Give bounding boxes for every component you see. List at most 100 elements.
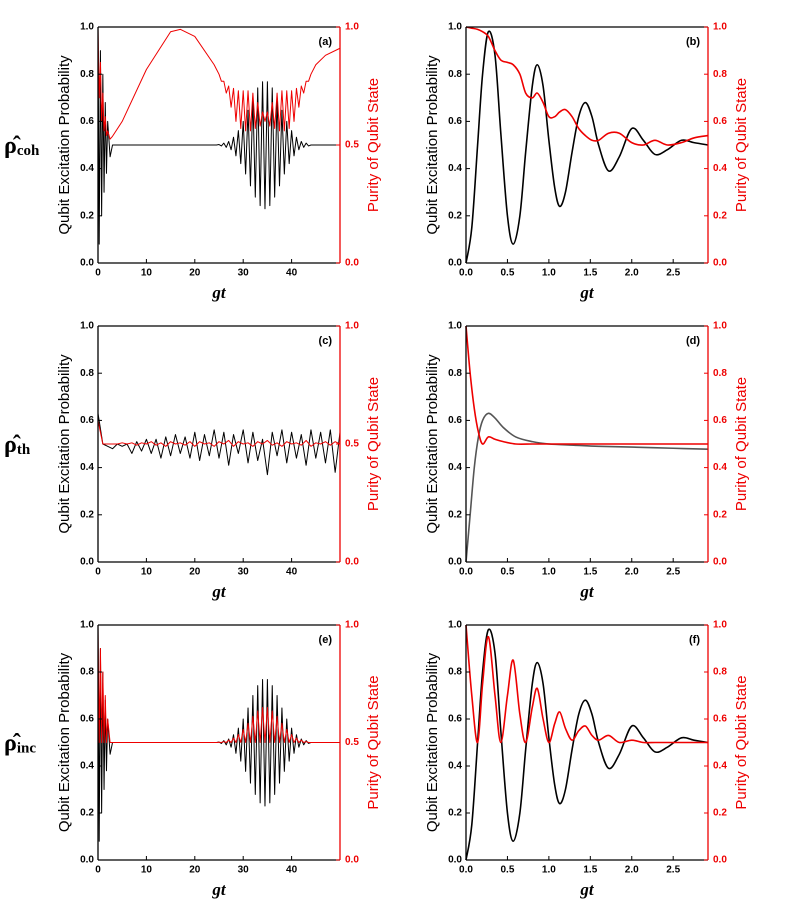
y-tick-label: 0.0 [80, 557, 94, 568]
y-tick-label: 0.0 [448, 855, 462, 866]
x-axis-label: gt [579, 582, 595, 601]
row-label: ρ̂coh [4, 133, 40, 160]
x-tick-label: 0 [95, 865, 101, 876]
data-line [465, 628, 709, 861]
y2-tick-label: 0.6 [713, 415, 727, 426]
x-tick-label: 40 [286, 865, 298, 876]
panel: 0.0 0.5 1.0 1.5 2.0 2.5 0.0 0.2 0.4 0.6 0.8 1.0 0.0 0… [424, 620, 750, 899]
y-tick-label: 0.2 [448, 808, 462, 819]
x-tick-label: 40 [286, 567, 298, 578]
x-tick-label: 0.5 [500, 865, 514, 876]
y2-axis-label: Purity of Qubit State [733, 675, 750, 809]
y2-tick-label: 0.2 [713, 210, 727, 221]
y2-tick-label: 0.5 [345, 140, 359, 151]
x-tick-label: 20 [189, 268, 201, 279]
y-tick-label: 0.6 [80, 714, 94, 725]
x-tick-label: 1.5 [583, 268, 597, 279]
x-tick-label: 2.0 [625, 865, 639, 876]
y2-tick-label: 0.0 [345, 258, 359, 269]
y-axis-label: Qubit Excitation Probability [424, 55, 441, 235]
y2-tick-label: 0.4 [713, 761, 727, 772]
row-label-symbol: ρ̂ [4, 432, 21, 458]
x-tick-label: 10 [141, 268, 153, 279]
x-tick-label: 2.0 [625, 268, 639, 279]
y-tick-label: 0.0 [80, 855, 94, 866]
data-line [465, 30, 709, 264]
y2-tick-label: 0.0 [713, 557, 727, 568]
y2-tick-label: 0.0 [345, 855, 359, 866]
y2-tick-label: 1.0 [713, 620, 727, 631]
y-tick-label: 0.8 [80, 368, 94, 379]
y2-tick-label: 0.6 [713, 116, 727, 127]
y-tick-label: 1.0 [448, 321, 462, 332]
data-line [97, 624, 340, 743]
y-tick-label: 1.0 [448, 620, 462, 631]
y-axis-label: Qubit Excitation Probability [56, 354, 73, 534]
panel-title: (c) [319, 335, 333, 347]
panel-title: (f) [689, 634, 700, 646]
y2-tick-label: 0.0 [713, 855, 727, 866]
y2-tick-label: 0.5 [345, 737, 359, 748]
x-axis-label: gt [579, 283, 595, 302]
data-line [465, 624, 708, 744]
panel: 0.0 0.5 1.0 1.5 2.0 2.5 0.0 0.2 0.4 0.6 0.8 1.0 0.0 0… [424, 22, 750, 302]
y2-tick-label: 1.0 [713, 22, 727, 33]
y2-tick-label: 0.2 [713, 509, 727, 520]
y2-tick-label: 0.5 [345, 439, 359, 450]
data-line [97, 420, 341, 447]
y2-axis-label: Purity of Qubit State [365, 675, 382, 809]
y2-axis-label: Purity of Qubit State [733, 377, 750, 511]
panel-title: (a) [319, 36, 333, 48]
y-tick-label: 0.8 [448, 667, 462, 678]
y-tick-label: 0.2 [80, 210, 94, 221]
x-tick-label: 2.0 [625, 567, 639, 578]
y2-tick-label: 1.0 [713, 321, 727, 332]
y-tick-label: 0.0 [448, 557, 462, 568]
y-tick-label: 1.0 [80, 620, 94, 631]
x-tick-label: 1.0 [542, 268, 556, 279]
y2-axis-label: Purity of Qubit State [733, 78, 750, 212]
x-tick-label: 1.5 [583, 865, 597, 876]
y-tick-label: 0.4 [448, 163, 462, 174]
panel: 0.0 0.5 1.0 1.5 2.0 2.5 0.0 0.2 0.4 0.6 0.8 1.0 0.0 0… [424, 321, 750, 601]
x-tick-label: 10 [141, 865, 153, 876]
row-label-symbol: ρ̂ [4, 133, 21, 159]
y2-tick-label: 0.4 [713, 462, 727, 473]
data-line [97, 26, 341, 140]
data-line [465, 325, 708, 445]
panel-title: (b) [686, 36, 700, 48]
y-tick-label: 1.0 [80, 22, 94, 33]
row-label-subscript: inc [17, 741, 37, 757]
y2-tick-label: 1.0 [345, 321, 359, 332]
y-tick-label: 0.4 [448, 462, 462, 473]
data-line [465, 412, 709, 563]
x-tick-label: 40 [286, 268, 298, 279]
y2-tick-label: 1.0 [345, 22, 359, 33]
panel: 0 10 20 30 40 0.0 0.2 0.4 0.6 0.8 1.0 0.0 0.5 1.0 (a) g… [4, 22, 382, 302]
data-line [97, 624, 340, 842]
row-label-subscript: coh [17, 143, 40, 159]
panel: 0 10 20 30 40 0.0 0.2 0.4 0.6 0.8 1.0 0.0 0.5 1.0 (c) g… [4, 321, 382, 601]
y2-tick-label: 0.0 [345, 557, 359, 568]
y-tick-label: 0.4 [80, 761, 94, 772]
x-tick-label: 20 [189, 567, 201, 578]
x-tick-label: 30 [238, 865, 250, 876]
y-tick-label: 0.6 [448, 116, 462, 127]
y-tick-label: 0.2 [448, 210, 462, 221]
data-line [465, 26, 709, 146]
y-axis-label: Qubit Excitation Probability [56, 652, 73, 832]
x-tick-label: 0.0 [459, 865, 473, 876]
y-tick-label: 0.4 [80, 163, 94, 174]
y2-axis-label: Purity of Qubit State [365, 377, 382, 511]
x-tick-label: 2.5 [666, 567, 680, 578]
x-tick-label: 1.0 [542, 865, 556, 876]
y-tick-label: 0.6 [448, 415, 462, 426]
y2-tick-label: 1.0 [345, 620, 359, 631]
y2-tick-label: 0.8 [713, 667, 727, 678]
y-tick-label: 0.2 [80, 509, 94, 520]
x-tick-label: 0.5 [500, 567, 514, 578]
y2-tick-label: 0.0 [713, 258, 727, 269]
y2-tick-label: 0.8 [713, 69, 727, 80]
x-axis-label: gt [579, 880, 595, 899]
